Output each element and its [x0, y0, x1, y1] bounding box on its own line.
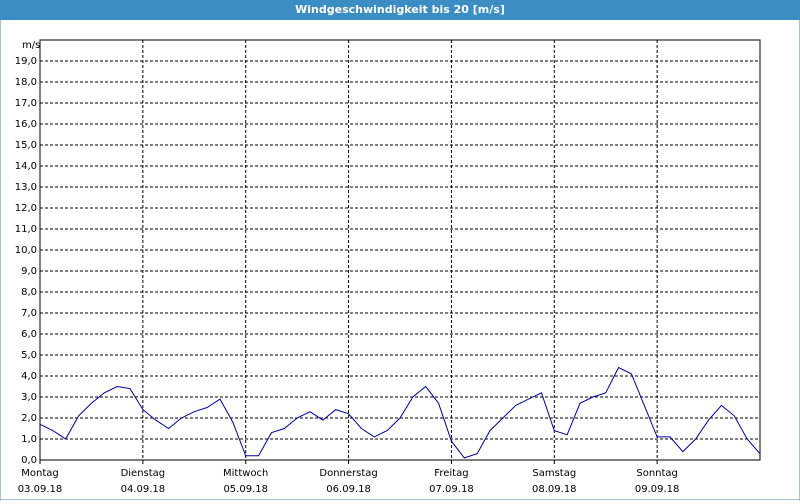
x-tick-date: 06.09.18 — [326, 484, 371, 495]
x-tick-label: Mittwoch — [223, 468, 268, 479]
x-tick-date: 04.09.18 — [121, 484, 166, 495]
y-tick-label: 14,0 — [15, 161, 37, 172]
y-tick-label: 12,0 — [15, 203, 37, 214]
wind-line — [39, 366, 761, 459]
y-tick-label: 15,0 — [15, 140, 37, 151]
y-tick-label: 17,0 — [15, 98, 37, 109]
x-tick-label: Dienstag — [121, 468, 166, 479]
x-tick-date: 03.09.18 — [18, 484, 63, 495]
y-tick-label: 6,0 — [21, 329, 37, 340]
y-tick-label: 7,0 — [21, 308, 37, 319]
x-tick-label: Donnerstag — [319, 468, 377, 479]
chart-title: Windgeschwindigkeit bis 20 [m/s] — [295, 3, 505, 16]
title-bar — [0, 0, 800, 20]
y-tick-label: 19,0 — [15, 56, 37, 67]
y-tick-label: 0,0 — [21, 455, 37, 466]
y-tick-label: 10,0 — [15, 245, 37, 256]
y-tick-label: 13,0 — [15, 182, 37, 193]
y-tick-label: 11,0 — [15, 224, 37, 235]
y-tick-label: 9,0 — [21, 266, 37, 277]
y-tick-label: 8,0 — [21, 287, 37, 298]
x-tick-date: 08.09.18 — [532, 484, 577, 495]
y-tick-label: 18,0 — [15, 77, 37, 88]
x-tick-label: Freitag — [434, 468, 468, 479]
x-tick-date: 05.09.18 — [223, 484, 268, 495]
y-tick-label: 5,0 — [21, 350, 37, 361]
y-axis-label: m/s — [22, 40, 40, 51]
x-tick-label: Montag — [21, 468, 58, 479]
y-tick-label: 4,0 — [21, 371, 37, 382]
x-tick-date: 07.09.18 — [429, 484, 474, 495]
y-tick-label: 16,0 — [15, 119, 37, 130]
x-tick-date: 09.09.18 — [635, 484, 680, 495]
x-tick-label: Samstag — [532, 468, 576, 479]
x-tick-label: Sonntag — [636, 468, 678, 479]
y-tick-label: 3,0 — [21, 392, 37, 403]
y-tick-label: 2,0 — [21, 413, 37, 424]
y-tick-label: 1,0 — [21, 434, 37, 445]
